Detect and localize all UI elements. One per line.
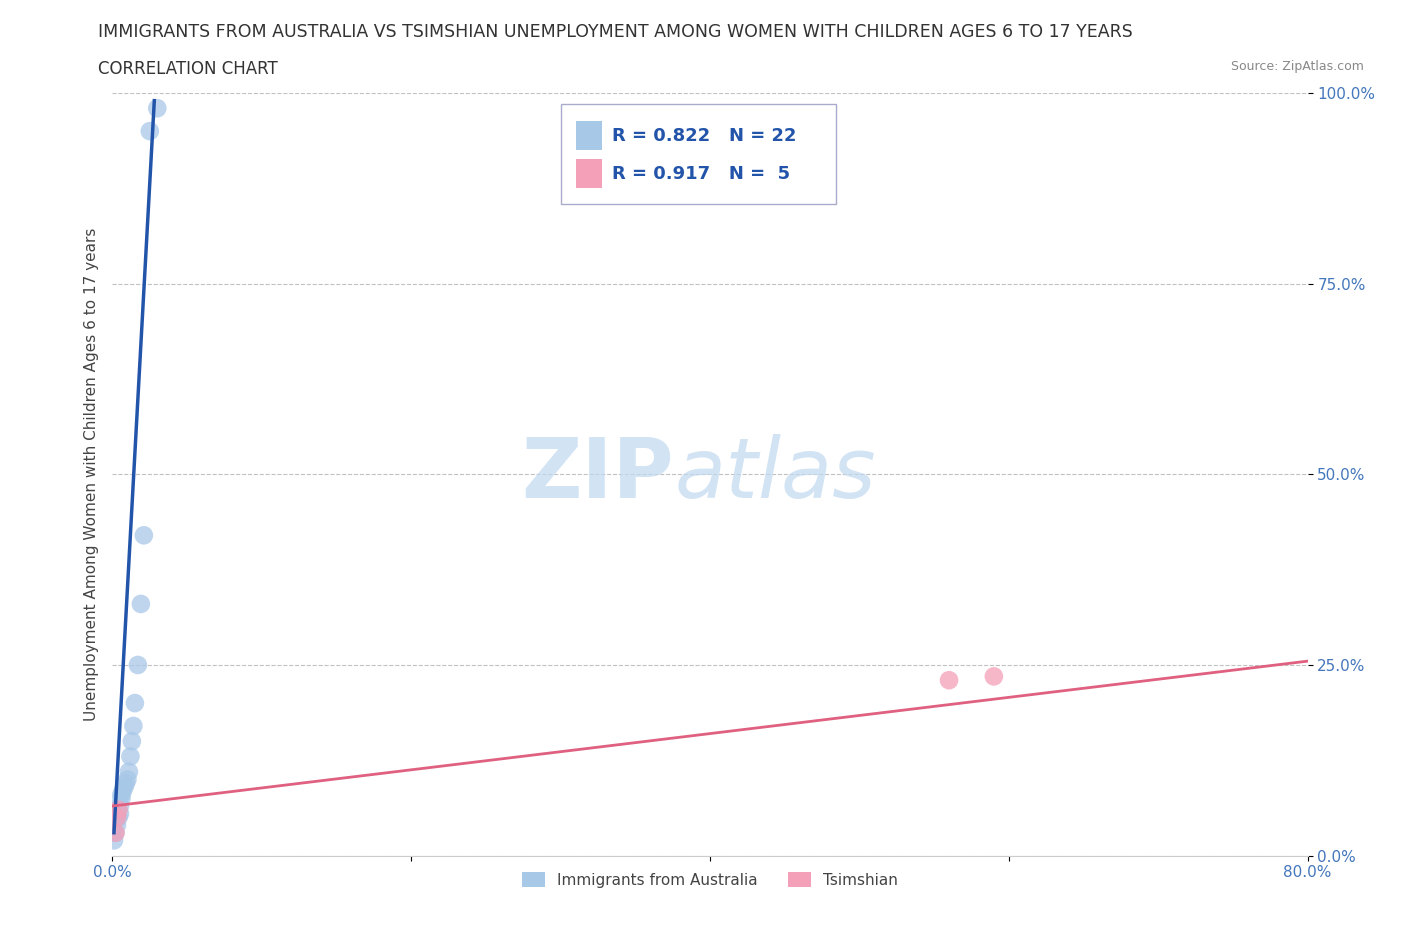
Point [110,787,132,802]
Point [117,772,139,787]
FancyBboxPatch shape [561,104,835,204]
Text: Source: ZipAtlas.com: Source: ZipAtlas.com [1230,60,1364,73]
Point [983,669,1005,684]
FancyBboxPatch shape [576,121,603,150]
Point [114,779,135,794]
Text: atlas: atlas [675,433,876,515]
Text: CORRELATION CHART: CORRELATION CHART [98,60,278,78]
Point [103,833,125,848]
Point [139,124,162,139]
FancyBboxPatch shape [576,159,603,189]
Point [146,100,169,115]
Point [122,719,145,734]
Point [120,749,142,764]
Text: R = 0.917   N =  5: R = 0.917 N = 5 [612,165,790,183]
Point [105,810,128,825]
Point [132,528,155,543]
Point [121,734,143,749]
Point [107,803,129,817]
Text: IMMIGRANTS FROM AUSTRALIA VS TSIMSHIAN UNEMPLOYMENT AMONG WOMEN WITH CHILDREN AG: IMMIGRANTS FROM AUSTRALIA VS TSIMSHIAN U… [98,23,1133,41]
Point [115,776,138,790]
Point [118,764,141,779]
Point [111,783,134,798]
Point [107,810,129,825]
Point [104,825,127,840]
Point [104,825,127,840]
Text: R = 0.822   N = 22: R = 0.822 N = 22 [612,126,797,145]
Point [108,806,131,821]
Point [124,696,146,711]
Point [105,817,128,832]
Point [110,790,132,805]
Point [127,658,149,672]
Text: ZIP: ZIP [522,433,675,515]
Y-axis label: Unemployment Among Women with Children Ages 6 to 17 years: Unemployment Among Women with Children A… [83,228,98,721]
Point [938,672,960,687]
Point [108,799,131,814]
Point [129,596,152,611]
Legend: Immigrants from Australia, Tsimshian: Immigrants from Australia, Tsimshian [516,866,904,894]
